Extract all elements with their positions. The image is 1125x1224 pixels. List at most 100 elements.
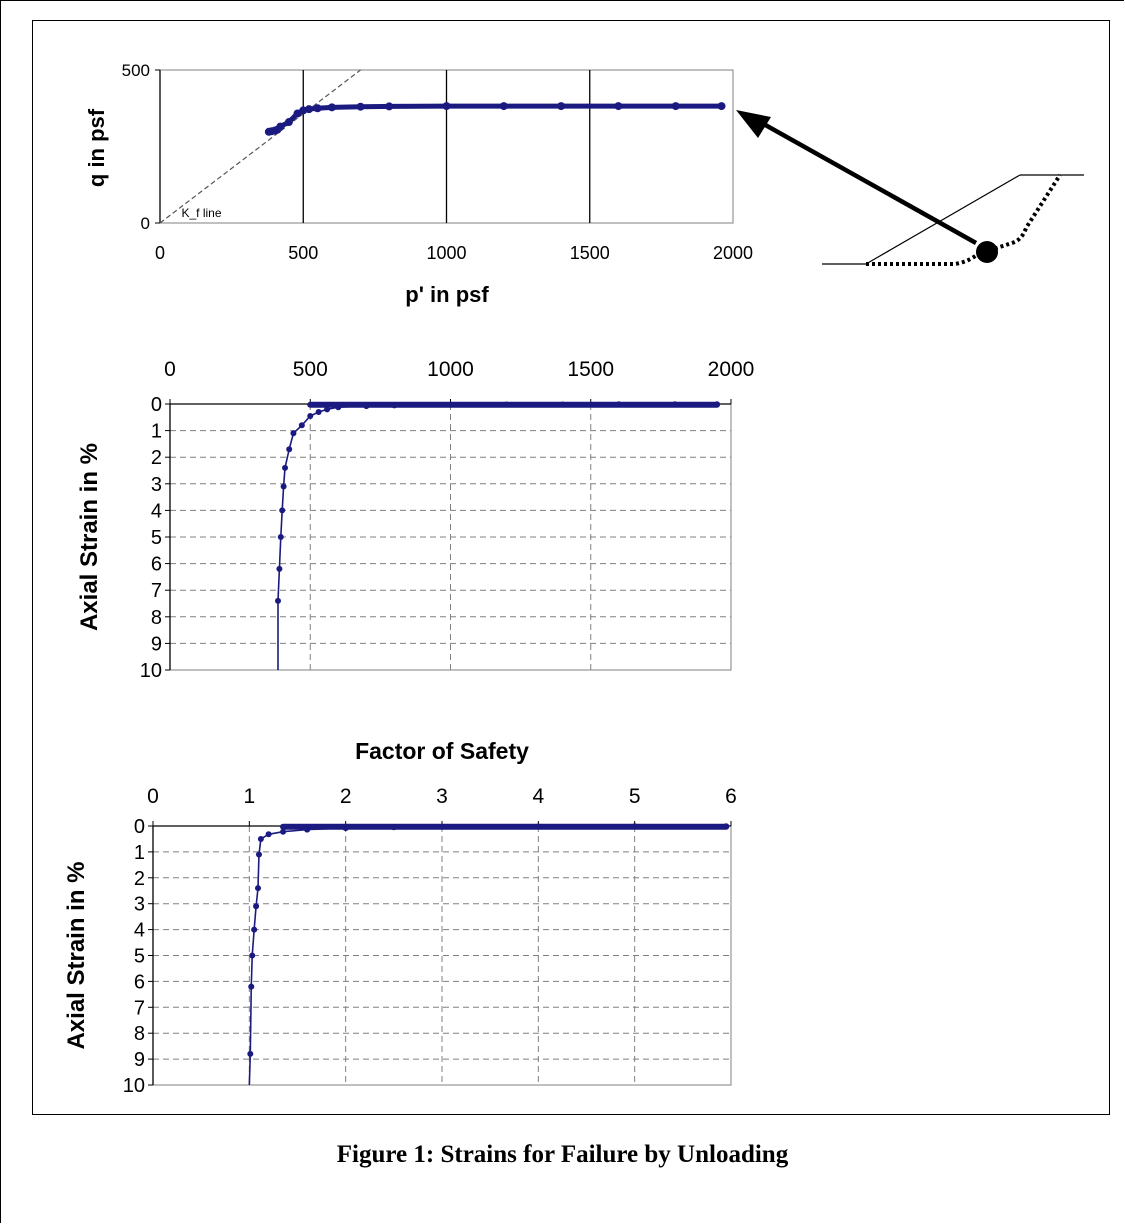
y-tick-label: 9: [151, 633, 162, 655]
data-point: [631, 823, 638, 830]
y-tick-label: 5: [134, 946, 145, 968]
data-point: [304, 105, 313, 114]
y-tick-label: 3: [151, 474, 162, 496]
slope-diagram: [736, 110, 1084, 266]
x-tick-label: 1: [243, 785, 255, 808]
figure-frame: [32, 20, 1110, 1115]
data-point: [390, 824, 397, 831]
data-point: [723, 823, 730, 830]
kf-reference-line: [159, 69, 361, 224]
x-tick-label: 1500: [567, 358, 614, 381]
data-point: [255, 885, 262, 892]
x-tick-label: 500: [293, 358, 328, 381]
chart-title: Factor of Safety: [355, 738, 529, 764]
y-tick-label: 2: [151, 447, 162, 469]
data-point: [280, 483, 287, 490]
y-axis-title: q in psf: [84, 108, 109, 187]
data-point: [284, 118, 293, 127]
series-line: [266, 103, 725, 135]
data-point: [385, 102, 394, 111]
data-point: [327, 103, 336, 112]
data-point: [249, 952, 256, 959]
data-point: [274, 597, 281, 604]
data-point: [265, 831, 272, 838]
data-point: [315, 408, 322, 415]
data-point: [253, 903, 260, 910]
x-tick-label: 1000: [426, 243, 466, 263]
x-tick-label: 5: [629, 785, 641, 808]
data-point: [391, 402, 398, 409]
y-axis-title: Axial Strain in %: [76, 443, 103, 631]
data-point: [248, 983, 255, 990]
data-point: [671, 401, 678, 408]
chart-q-vs-p: 0 500 0 500 1000 1500 2000 K_f line p' in psf q i…: [84, 61, 753, 307]
y-tick-label: 10: [123, 1075, 145, 1097]
data-point: [313, 104, 322, 113]
data-point: [615, 401, 622, 408]
y-tick-label: 9: [134, 1049, 145, 1071]
y-tick-label: 4: [151, 500, 162, 522]
y-tick-label: 10: [140, 660, 162, 682]
y-tick-label: 0: [141, 214, 150, 233]
x-axis-title: p' in psf: [405, 282, 489, 307]
y-tick-label: 8: [151, 607, 162, 629]
data-point: [499, 102, 508, 111]
x-tick-label: 2000: [708, 358, 755, 381]
data-point: [298, 422, 305, 429]
y-tick-label: 7: [151, 580, 162, 602]
data-point: [559, 401, 566, 408]
data-point: [356, 102, 365, 111]
data-point: [307, 412, 314, 419]
data-point: [363, 403, 370, 410]
x-tick-label: 6: [725, 785, 737, 808]
data-point: [282, 464, 289, 471]
arrow-shaft: [758, 120, 978, 245]
data-point: [277, 534, 284, 540]
y-tick-label: 500: [122, 61, 150, 80]
x-tick-label: 1000: [427, 358, 474, 381]
data-point: [447, 401, 454, 408]
y-tick-label: 6: [134, 971, 145, 993]
data-point: [251, 926, 258, 933]
data-point: [286, 446, 293, 453]
y-tick-label: 5: [151, 527, 162, 549]
y-tick-label: 3: [134, 894, 145, 916]
data-point: [717, 102, 726, 111]
x-tick-label: 2000: [713, 243, 753, 263]
y-tick-label: 6: [151, 554, 162, 576]
x-tick-label: 2: [340, 785, 352, 808]
data-point: [276, 565, 283, 572]
data-point: [713, 401, 720, 408]
x-tick-label: 1500: [570, 243, 610, 263]
y-tick-label: 7: [134, 997, 145, 1019]
data-point: [257, 835, 264, 842]
x-tick-label: 0: [155, 243, 165, 263]
x-tick-label: 0: [164, 358, 176, 381]
data-point: [335, 404, 342, 411]
x-tick-label: 3: [436, 785, 448, 808]
arrow-head: [736, 110, 771, 138]
y-tick-label: 1: [134, 842, 145, 864]
data-point: [439, 823, 445, 830]
data-point: [503, 401, 510, 408]
figure-caption: Figure 1: Strains for Failure by Unloadi…: [336, 1141, 789, 1168]
chart-strain-vs-p: 0 500 1000 1500 2000 0 1 2 3 4 5 6 7 8 9 10 Axial Strain…: [76, 358, 754, 682]
data-point: [290, 430, 297, 437]
data-point: [276, 122, 285, 131]
data-point: [255, 851, 262, 858]
data-point: [671, 102, 680, 111]
data-point: [342, 825, 349, 832]
data-point: [247, 1050, 254, 1057]
y-tick-label: 0: [151, 394, 162, 416]
x-tick-label: 4: [532, 785, 544, 808]
data-point: [557, 102, 566, 111]
y-tick-label: 0: [134, 816, 145, 838]
y-tick-label: 4: [134, 920, 145, 942]
y-tick-label: 1: [151, 421, 162, 443]
slope-face: [865, 174, 1021, 265]
data-point: [614, 102, 623, 111]
data-point: [304, 826, 311, 833]
data-point: [535, 823, 542, 830]
